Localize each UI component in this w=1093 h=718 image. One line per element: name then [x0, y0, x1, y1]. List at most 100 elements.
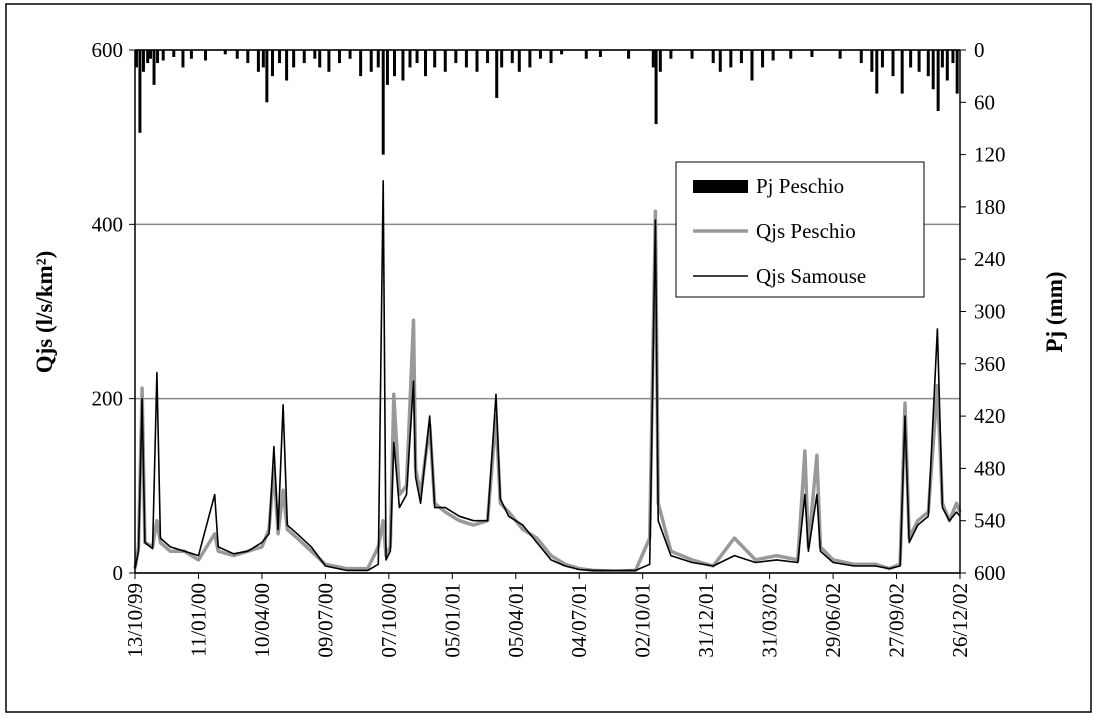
- bar: [401, 50, 405, 81]
- bar: [302, 50, 306, 64]
- legend-label: Pj Peschio: [756, 174, 844, 198]
- bar: [651, 50, 655, 68]
- bar: [285, 50, 289, 81]
- bar: [172, 50, 176, 57]
- y2-tick-label: 420: [974, 404, 1006, 428]
- bar: [376, 50, 380, 68]
- y2-tick-label: 480: [974, 456, 1006, 480]
- bar: [138, 50, 142, 133]
- bar: [152, 50, 156, 85]
- x-tick-label: 10/04/00: [250, 583, 274, 658]
- bar: [261, 50, 265, 68]
- bar: [235, 50, 239, 59]
- y2-tick-label: 180: [974, 195, 1006, 219]
- bar: [870, 50, 874, 72]
- bar: [223, 50, 227, 55]
- x-tick-label: 31/03/02: [758, 583, 782, 658]
- y-tick-label: 400: [92, 212, 124, 236]
- bar: [917, 50, 921, 72]
- bar: [891, 50, 895, 77]
- bar: [189, 50, 193, 59]
- bar: [771, 50, 775, 61]
- y-tick-label: 600: [92, 38, 124, 62]
- x-tick-label: 27/09/02: [885, 583, 909, 658]
- bar: [936, 50, 940, 112]
- bar: [500, 50, 504, 68]
- bar: [875, 50, 879, 94]
- bar: [265, 50, 269, 103]
- x-tick-label: 05/01/01: [440, 583, 464, 658]
- bar: [690, 50, 694, 59]
- bar: [598, 50, 602, 57]
- bar: [926, 50, 930, 77]
- bar: [408, 50, 412, 68]
- bar: [945, 50, 949, 81]
- bar: [750, 50, 754, 81]
- bar: [931, 50, 935, 90]
- bar: [669, 50, 673, 59]
- bar: [909, 50, 913, 68]
- y-tick-label: 200: [92, 387, 124, 411]
- bar: [313, 50, 317, 59]
- frame: [5, 3, 1092, 713]
- y2-tick-label: 60: [974, 90, 995, 114]
- bar: [955, 50, 959, 94]
- y2-tick-label: 240: [974, 247, 1006, 271]
- bar: [246, 50, 250, 64]
- bar: [464, 50, 468, 68]
- bar: [443, 50, 447, 72]
- legend-label: Qjs Peschio: [756, 219, 856, 243]
- bar: [348, 50, 352, 59]
- bar: [337, 50, 341, 64]
- bar: [528, 50, 532, 68]
- bar: [424, 50, 428, 77]
- bar: [859, 50, 863, 64]
- y2-tick-label: 0: [974, 38, 985, 62]
- bar: [454, 50, 458, 64]
- bar: [278, 50, 282, 64]
- bar: [510, 50, 514, 64]
- y2-axis-title: Pj (mm): [1042, 271, 1067, 352]
- bar: [627, 50, 631, 59]
- x-tick-label: 04/07/01: [567, 583, 591, 658]
- bar: [951, 50, 955, 64]
- bar: [359, 50, 363, 77]
- bar: [711, 50, 715, 64]
- y2-tick-label: 360: [974, 352, 1006, 376]
- x-tick-label: 31/12/01: [694, 583, 718, 658]
- x-tick-label: 13/10/99: [123, 583, 147, 658]
- y2-tick-label: 300: [974, 300, 1006, 324]
- bar: [838, 50, 842, 59]
- bar: [433, 50, 437, 68]
- bar: [538, 50, 542, 59]
- bar: [149, 50, 153, 59]
- bar: [729, 50, 733, 68]
- x-tick-label: 11/01/00: [186, 583, 210, 657]
- line: [134, 180, 961, 572]
- x-tick-label: 29/06/02: [821, 583, 845, 658]
- bar: [146, 50, 150, 64]
- bar: [810, 50, 814, 57]
- x-tick-label: 07/10/00: [377, 583, 401, 658]
- bar: [161, 50, 165, 61]
- bar: [654, 50, 658, 125]
- bar: [327, 50, 331, 72]
- bar: [369, 50, 373, 72]
- bar: [385, 50, 389, 85]
- bar: [381, 50, 385, 155]
- bar: [517, 50, 521, 72]
- bar: [271, 50, 274, 77]
- bar: [658, 50, 662, 72]
- legend-label: Qjs Samouse: [756, 264, 866, 288]
- bar: [204, 50, 208, 61]
- bar: [415, 50, 419, 64]
- x-tick-label: 09/07/00: [313, 583, 337, 658]
- legend-swatch: [693, 180, 748, 193]
- bar: [181, 50, 185, 68]
- bar: [292, 50, 296, 68]
- bar: [789, 50, 793, 59]
- bar: [156, 50, 160, 64]
- bar: [486, 50, 490, 64]
